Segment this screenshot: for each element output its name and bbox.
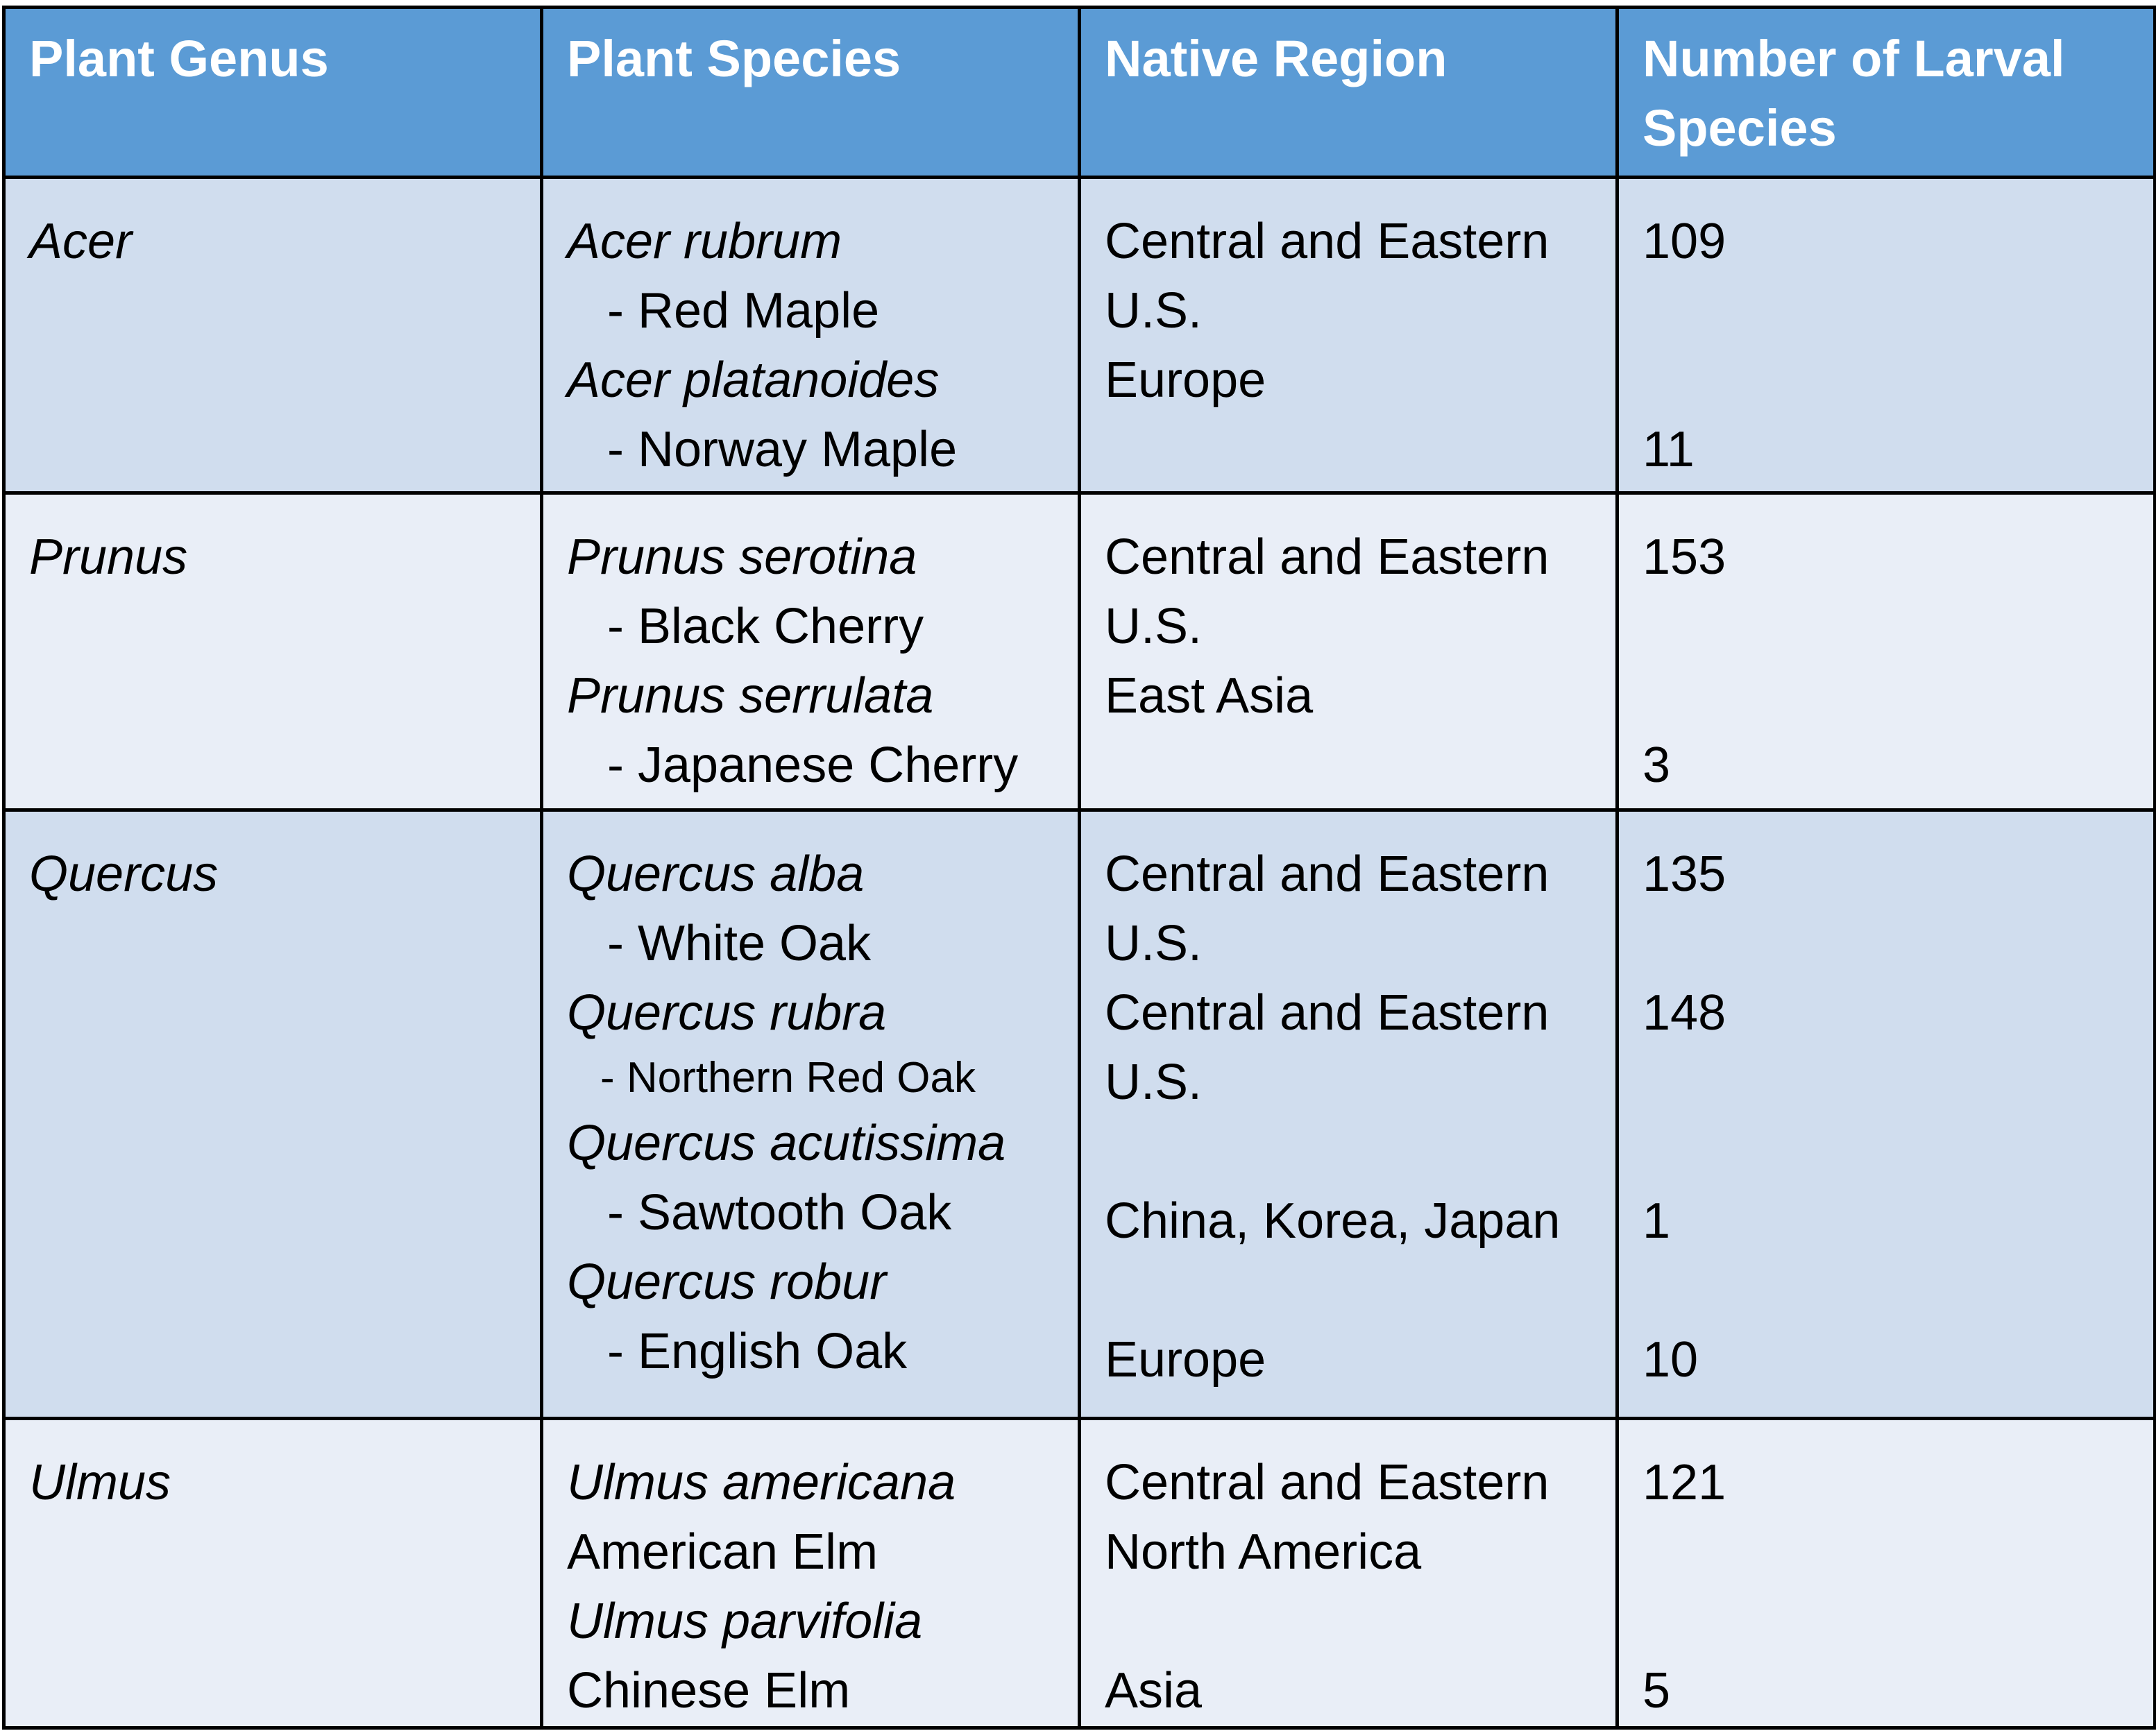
genus-name: Prunus: [29, 529, 188, 585]
species-latin: Prunus serotina: [567, 529, 917, 585]
species-latin: Ulmus parvifolia: [567, 1594, 923, 1649]
count-cell: 135 148 1 10: [1615, 808, 2156, 1420]
species-common: American Elm: [567, 1524, 878, 1580]
species-common: Chinese Elm: [567, 1663, 851, 1719]
header-larval-species-count: Number of Larval Species: [1615, 6, 2156, 179]
species-latin: Quercus robur: [567, 1254, 887, 1310]
region-text: Central and Eastern U.S.: [1105, 985, 1550, 1110]
region-text: Europe: [1105, 352, 1266, 408]
table-row-quercus: Quercus Quercus alba - White Oak Quercus…: [2, 808, 2156, 1420]
region-text: Central and Eastern U.S.: [1105, 529, 1550, 654]
species-latin: Acer rubrum: [567, 214, 842, 269]
species-common: - Northern Red Oak: [600, 1054, 976, 1102]
genus-cell: Prunus: [2, 491, 543, 812]
region-cell: Central and Eastern U.S. Europe: [1078, 176, 1619, 495]
species-common: - Norway Maple: [607, 422, 958, 477]
species-latin: Quercus acutissima: [567, 1116, 1006, 1171]
species-latin: Acer platanoides: [567, 352, 940, 408]
count-cell: 109 11: [1615, 176, 2156, 495]
larval-count: 1: [1643, 1193, 1671, 1249]
genus-name: Ulmus: [29, 1455, 171, 1510]
region-cell: Central and Eastern U.S. East Asia: [1078, 491, 1619, 812]
genus-cell: Acer: [2, 176, 543, 495]
species-latin: Quercus rubra: [567, 985, 887, 1041]
plant-larval-table: Plant Genus Plant Species Native Region …: [2, 6, 2156, 1730]
species-common: - Japanese Cherry: [607, 737, 1019, 793]
species-cell: Quercus alba - White Oak Quercus rubra -…: [540, 808, 1081, 1420]
species-common: - White Oak: [607, 916, 872, 971]
region-text: Central and Eastern U.S.: [1105, 214, 1550, 339]
region-text: Europe: [1105, 1332, 1266, 1388]
region-cell: Central and Eastern U.S. Central and Eas…: [1078, 808, 1619, 1420]
species-latin: Quercus alba: [567, 846, 865, 902]
species-common: - Sawtooth Oak: [607, 1185, 952, 1240]
region-text: Central and Eastern U.S.: [1105, 846, 1550, 971]
species-common: - Black Cherry: [607, 599, 924, 654]
larval-count: 135: [1643, 846, 1726, 902]
larval-count: 3: [1643, 737, 1671, 793]
table-row-ulmus: Ulmus Ulmus americana American Elm Ulmus…: [2, 1417, 2156, 1730]
species-latin: Prunus serrulata: [567, 668, 934, 724]
header-row: Plant Genus Plant Species Native Region …: [2, 6, 2156, 179]
count-cell: 153 3: [1615, 491, 2156, 812]
genus-cell: Ulmus: [2, 1417, 543, 1730]
header-native-region: Native Region: [1078, 6, 1619, 179]
genus-name: Quercus: [29, 846, 219, 902]
region-text: East Asia: [1105, 668, 1314, 724]
larval-count: 109: [1643, 214, 1726, 269]
count-cell: 121 5: [1615, 1417, 2156, 1730]
table-row-prunus: Prunus Prunus serotina - Black Cherry Pr…: [2, 491, 2156, 812]
species-common: - English Oak: [607, 1324, 908, 1379]
species-latin: Ulmus americana: [567, 1455, 956, 1510]
table-row-acer: Acer Acer rubrum - Red Maple Acer platan…: [2, 176, 2156, 495]
larval-count: 5: [1643, 1663, 1671, 1719]
larval-count: 153: [1643, 529, 1726, 585]
genus-cell: Quercus: [2, 808, 543, 1420]
region-text: China, Korea, Japan: [1105, 1193, 1561, 1249]
species-cell: Ulmus americana American Elm Ulmus parvi…: [540, 1417, 1081, 1730]
larval-count: 121: [1643, 1455, 1726, 1510]
species-cell: Prunus serotina - Black Cherry Prunus se…: [540, 491, 1081, 812]
region-text: Asia: [1105, 1663, 1203, 1719]
larval-count: 11: [1643, 422, 1695, 477]
genus-name: Acer: [29, 214, 133, 269]
species-common: - Red Maple: [607, 283, 880, 339]
header-plant-species: Plant Species: [540, 6, 1081, 179]
larval-count: 148: [1643, 985, 1726, 1041]
region-cell: Central and Eastern North America Asia: [1078, 1417, 1619, 1730]
larval-count: 10: [1643, 1332, 1699, 1388]
region-text: Central and Eastern North America: [1105, 1455, 1550, 1580]
species-cell: Acer rubrum - Red Maple Acer platanoides…: [540, 176, 1081, 495]
header-plant-genus: Plant Genus: [2, 6, 543, 179]
